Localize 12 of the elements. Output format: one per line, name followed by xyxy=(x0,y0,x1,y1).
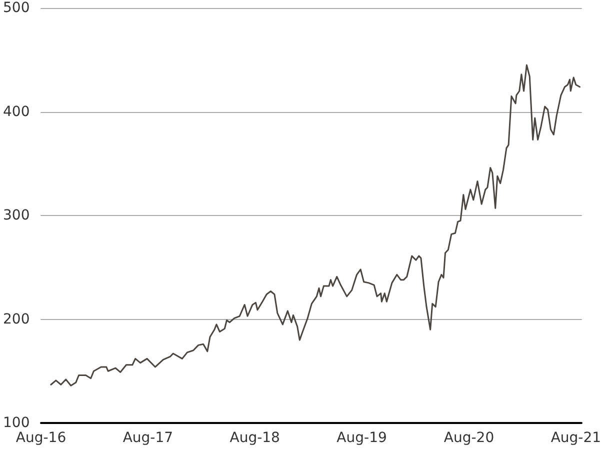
y-tick-label: 300 xyxy=(3,208,30,224)
x-tick-label: Aug-16 xyxy=(16,430,66,446)
x-tick-label: Aug-20 xyxy=(444,430,494,446)
line-series xyxy=(50,64,580,386)
x-tick-label: Aug-17 xyxy=(122,430,174,446)
y-tick-label: 200 xyxy=(3,311,30,328)
x-tick-label: Aug-18 xyxy=(230,430,280,446)
y-tick-label: 400 xyxy=(3,104,30,120)
x-tick-label: Aug-19 xyxy=(336,430,387,446)
x-tick-label: Aug-21 xyxy=(550,430,602,446)
y-tick-label: 100 xyxy=(3,415,30,431)
y-tick-label: 500 xyxy=(3,0,30,16)
